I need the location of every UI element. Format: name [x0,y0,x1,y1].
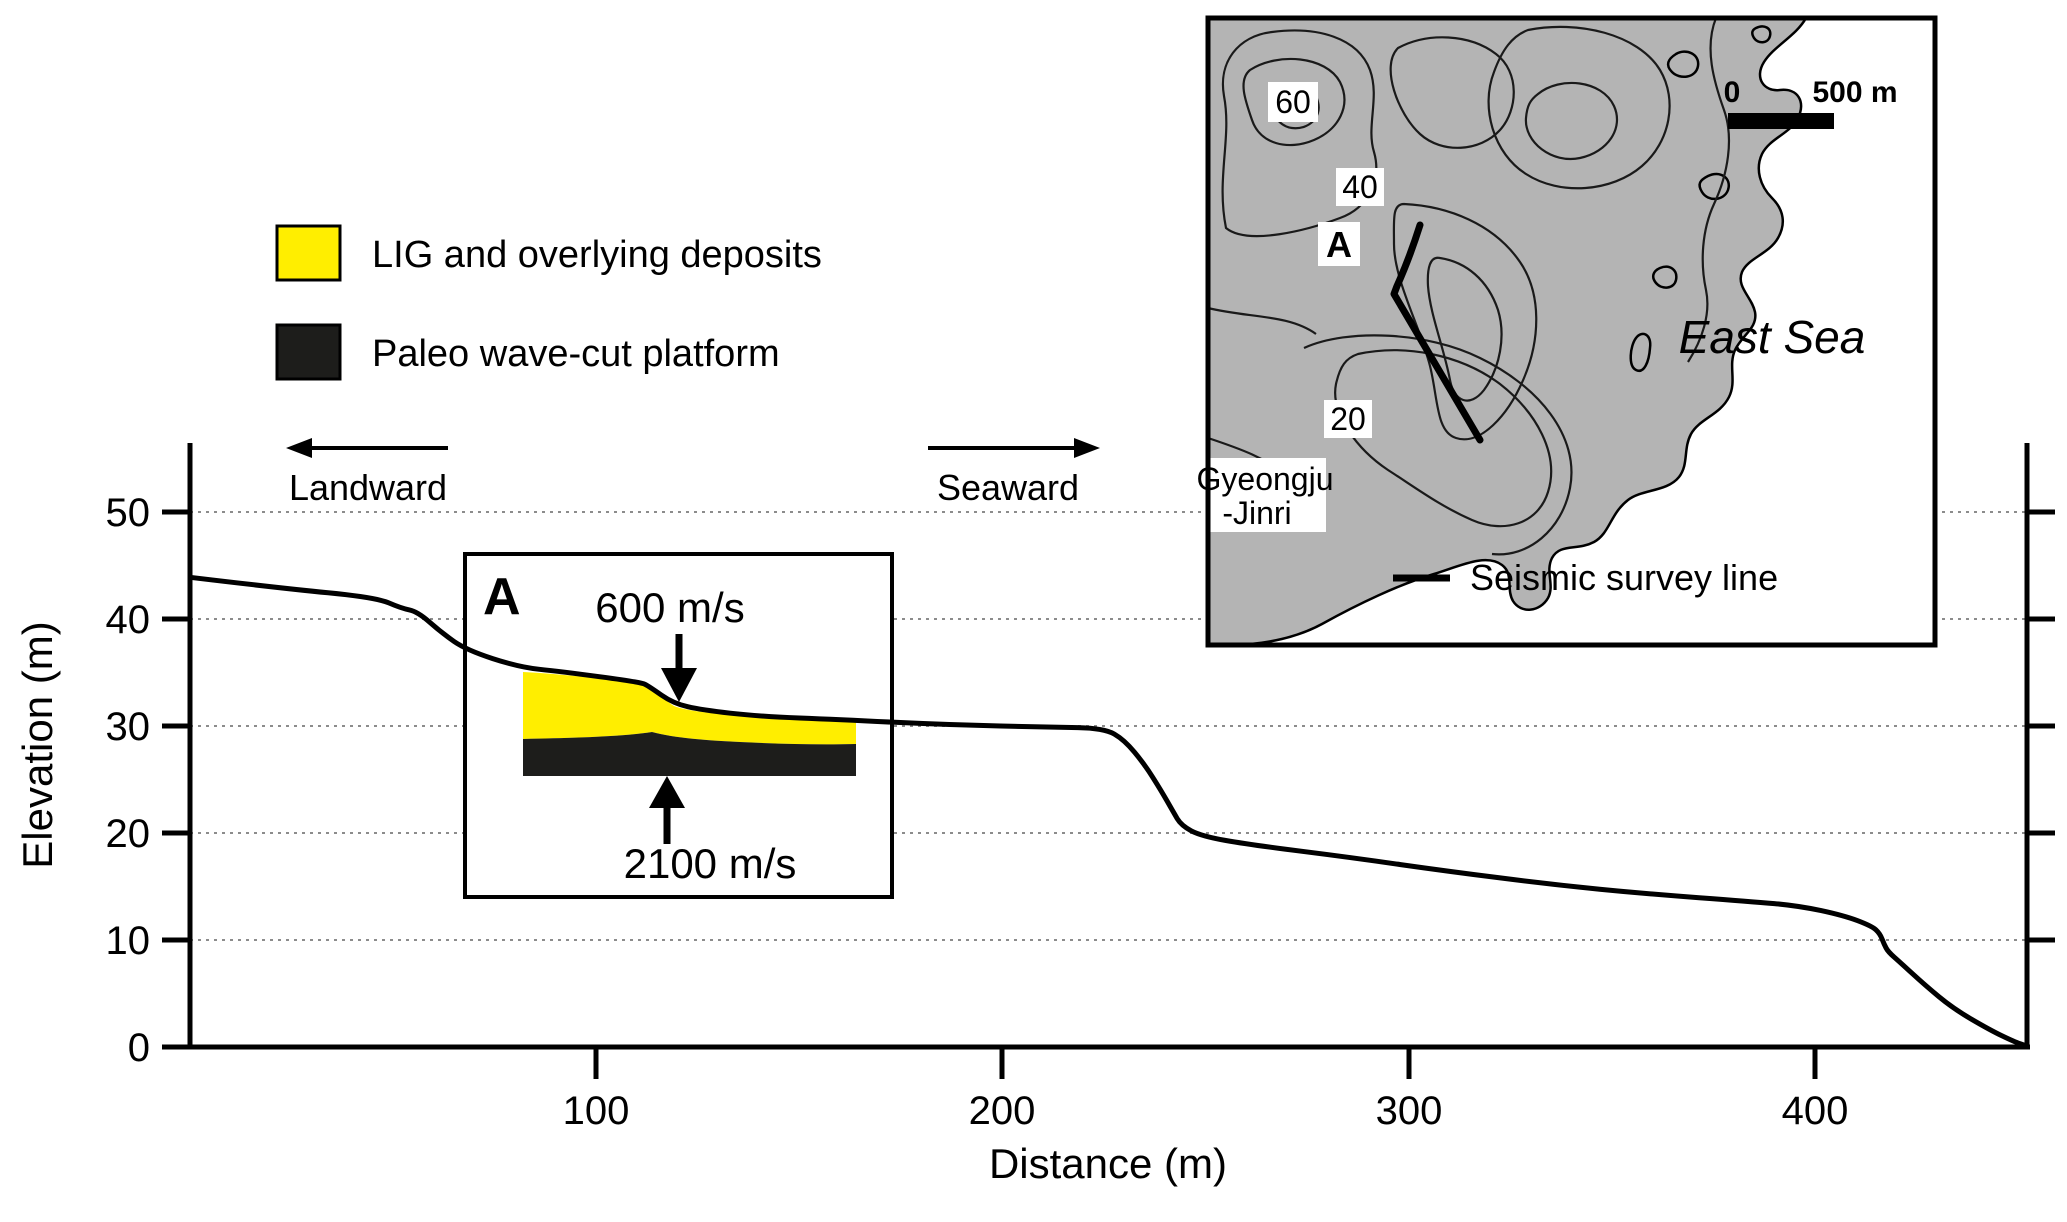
up-arrow-icon [649,776,685,844]
map-point-a-label: A [1326,224,1352,265]
contour-label-60: 60 [1275,84,1311,120]
legend-swatch-platform [275,323,342,381]
landward-arrow-icon [286,438,448,458]
contour-label-40: 40 [1342,169,1378,205]
x-tick-300: 300 [1376,1089,1443,1133]
survey-line-label: Seismic survey line [1470,557,1778,598]
scale-bar-icon [1728,113,1834,129]
sea-label: East Sea [1679,311,1866,363]
scale-500-label: 500 m [1812,76,1897,109]
contour-label-20: 20 [1330,401,1366,437]
place-label-line1: Gyeongju [1197,461,1334,497]
x-axis-title: Distance (m) [989,1140,1227,1187]
figure-legend: LIG and overlying deposits Paleo wave-cu… [275,224,822,381]
map-survey-line [1390,221,1484,444]
map-legend: Seismic survey line [1393,557,1778,598]
velocity-600-label: 600 m/s [595,584,744,631]
platform-layer-polygon [523,732,856,776]
seaward-arrow-icon [928,438,1100,458]
y-axis-title: Elevation (m) [14,621,61,868]
y-tick-10: 10 [106,919,151,963]
scale-zero-label: 0 [1724,76,1741,109]
landward-label: Landward [289,467,447,508]
legend-label-lig: LIG and overlying deposits [372,234,822,276]
y-tick-20: 20 [106,812,151,856]
y-tick-30: 30 [106,705,151,749]
legend-label-platform: Paleo wave-cut platform [372,333,780,375]
x-tick-100: 100 [563,1089,630,1133]
terrain-profile-line [187,574,2029,1049]
place-label-line2: -Jinri [1222,495,1291,531]
x-tick-200: 200 [969,1089,1036,1133]
y-tick-40: 40 [106,598,151,642]
map-inset: 60 40 A 20 Gyeongju -Jinri East Sea 0 50… [1197,15,1938,648]
seaward-label: Seaward [937,467,1079,508]
legend-swatch-lig [275,224,342,282]
lig-layer-polygon [523,672,856,745]
x-tick-400: 400 [1782,1089,1849,1133]
map-islands [1629,25,1772,372]
map-scale-bar: 0 500 m [1724,76,1898,129]
down-arrow-icon [661,634,697,702]
direction-arrows: Landward Seaward [286,438,1100,508]
inset-a-label: A [483,568,521,626]
axes [162,443,2055,1079]
inset-a: A 600 m/s 2100 m/s [463,552,894,899]
velocity-2100-label: 2100 m/s [624,840,797,887]
axis-tick-labels: 0 10 20 30 40 50 100 200 300 400 [106,491,1849,1133]
map-label-chips [1208,82,1384,532]
map-frame [1205,15,1938,648]
y-tick-0: 0 [128,1026,150,1070]
y-tick-50: 50 [106,491,151,535]
